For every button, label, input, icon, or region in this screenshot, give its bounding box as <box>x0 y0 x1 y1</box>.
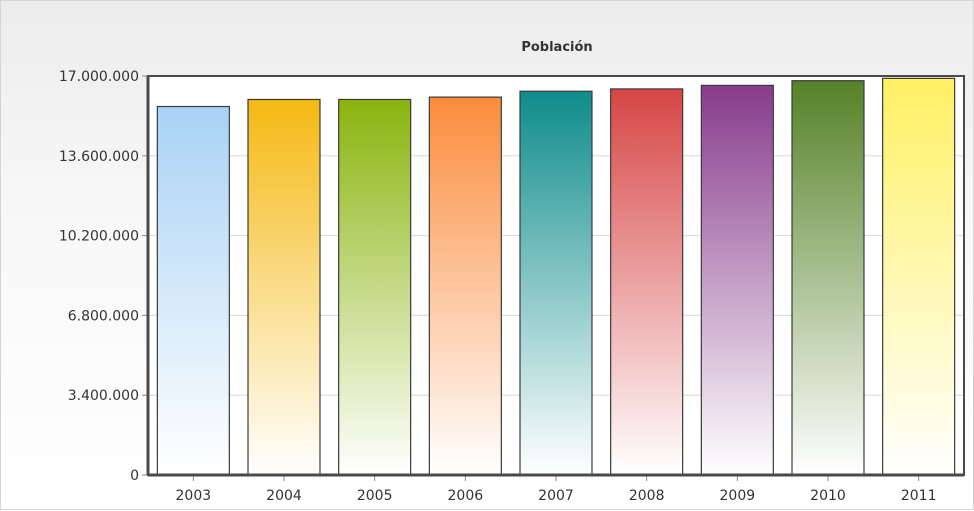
bar-2006 <box>428 96 502 476</box>
x-tick-label: 2007 <box>538 488 574 504</box>
x-tick-label: 2010 <box>810 488 846 504</box>
bar-2005 <box>338 98 412 476</box>
y-axis-tick-labels: 0 3.400.000 6.800.000 10.200.000 13.600.000 1… <box>59 69 139 484</box>
y-tick-label: 3.400.000 <box>68 388 139 404</box>
x-tick-label: 2006 <box>448 488 484 504</box>
bar-2003 <box>156 105 230 476</box>
chart-title: Población <box>521 40 592 55</box>
bar-2008 <box>610 88 684 476</box>
x-axis-tick-labels: 2003 2004 2005 2006 2007 2008 2009 2010 2011 <box>176 488 937 504</box>
bar-2007 <box>519 90 593 476</box>
x-tick-label: 2004 <box>266 488 302 504</box>
y-tick-label: 17.000.000 <box>59 69 139 85</box>
bars <box>156 77 956 476</box>
y-tick-label: 10.200.000 <box>59 229 139 245</box>
y-tick-label: 13.600.000 <box>59 149 139 165</box>
y-tick-label: 6.800.000 <box>68 308 139 324</box>
bar-2009 <box>700 84 774 476</box>
x-tick-label: 2009 <box>720 488 756 504</box>
bar-2011 <box>882 77 956 476</box>
x-tick-label: 2011 <box>901 488 937 504</box>
x-tick-label: 2003 <box>176 488 212 504</box>
axes <box>142 75 965 481</box>
bar-2010 <box>791 80 865 476</box>
bar-2004 <box>247 98 321 476</box>
x-tick-label: 2005 <box>357 488 393 504</box>
y-tick-label: 0 <box>130 468 139 484</box>
x-tick-label: 2008 <box>629 488 665 504</box>
